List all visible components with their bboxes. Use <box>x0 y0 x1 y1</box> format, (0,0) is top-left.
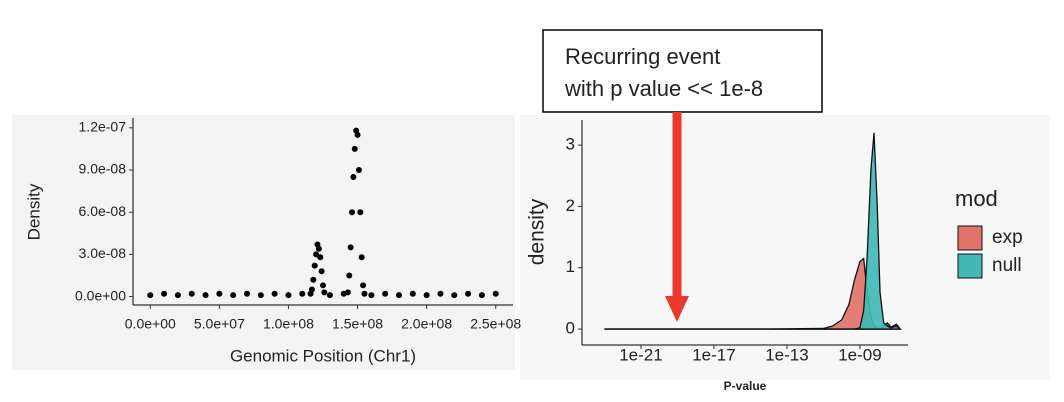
point <box>344 289 351 296</box>
x-tick-label: 1e-17 <box>692 345 735 364</box>
point <box>347 244 354 251</box>
point <box>423 292 430 299</box>
x-tick-label: 5.0e+07 <box>194 316 245 332</box>
legend-title: mod <box>955 186 998 211</box>
y-axis-title: density <box>526 198 549 265</box>
x-tick-label: 1e-13 <box>765 345 808 364</box>
x-tick-label: 2.5e+08 <box>470 316 521 332</box>
point <box>355 167 362 174</box>
x-tick-label: 1e-21 <box>619 345 662 364</box>
point <box>354 131 361 138</box>
point <box>257 292 264 299</box>
point <box>451 292 458 299</box>
point <box>409 290 416 297</box>
y-tick-label: 1 <box>566 257 575 276</box>
point <box>202 292 209 299</box>
point <box>299 290 306 297</box>
legend-key <box>957 225 983 251</box>
annotation-box <box>542 29 823 113</box>
y-tick-label: 1.2e-07 <box>79 119 127 135</box>
point <box>244 290 250 297</box>
point <box>326 292 333 299</box>
x-tick-label: 0.0e+00 <box>125 316 176 332</box>
point <box>318 268 325 275</box>
density-area <box>604 132 902 330</box>
point <box>350 174 357 181</box>
point <box>368 292 375 299</box>
y-tick-label: 3.0e-08 <box>79 245 127 261</box>
point <box>492 290 499 297</box>
arrow-head <box>665 296 689 322</box>
point <box>478 292 485 299</box>
y-tick-label: 9.0e-08 <box>79 161 127 177</box>
y-tick-label: 2 <box>566 196 575 215</box>
point <box>349 209 356 216</box>
legend-key <box>957 253 983 279</box>
annotation: Recurring event with p value << 1e-8 <box>542 29 823 113</box>
y-tick-label: 0.0e+00 <box>75 287 126 303</box>
point <box>216 290 223 297</box>
y-tick-label: 0 <box>566 319 575 338</box>
left-panel <box>12 115 515 370</box>
legend-label: exp <box>992 227 1023 248</box>
point <box>271 290 278 297</box>
point <box>360 282 367 289</box>
point <box>361 290 368 297</box>
point <box>308 286 315 293</box>
point <box>161 290 168 297</box>
legend-label: null <box>992 255 1022 276</box>
annotation-text: with p value << 1e-8 <box>564 76 763 101</box>
x-axis-title: P-value <box>724 379 767 393</box>
point <box>321 289 328 296</box>
x-tick-label: 2.0e+08 <box>401 316 452 332</box>
point <box>351 145 358 152</box>
point <box>382 290 389 297</box>
x-tick-label: 1.5e+08 <box>332 316 383 332</box>
annotation-text: Recurring event <box>565 44 720 69</box>
point <box>358 254 365 261</box>
y-axis-title: Density <box>24 183 43 240</box>
y-tick-label: 3 <box>566 135 575 154</box>
y-tick-label: 6.0e-08 <box>79 203 127 219</box>
point <box>357 209 364 216</box>
point <box>311 262 318 269</box>
x-tick-label: 1.0e+08 <box>263 316 314 332</box>
point <box>285 292 292 299</box>
point <box>320 282 326 289</box>
point <box>437 290 444 297</box>
point <box>310 276 317 283</box>
point <box>346 272 353 279</box>
point <box>317 254 324 261</box>
point <box>465 290 472 297</box>
point <box>396 292 402 299</box>
point <box>230 292 237 299</box>
x-axis-title: Genomic Position (Chr1) <box>230 346 416 365</box>
point <box>315 245 322 252</box>
point <box>147 292 154 299</box>
point <box>188 290 195 297</box>
x-tick-label: 1e-09 <box>838 345 881 364</box>
point <box>174 292 181 299</box>
